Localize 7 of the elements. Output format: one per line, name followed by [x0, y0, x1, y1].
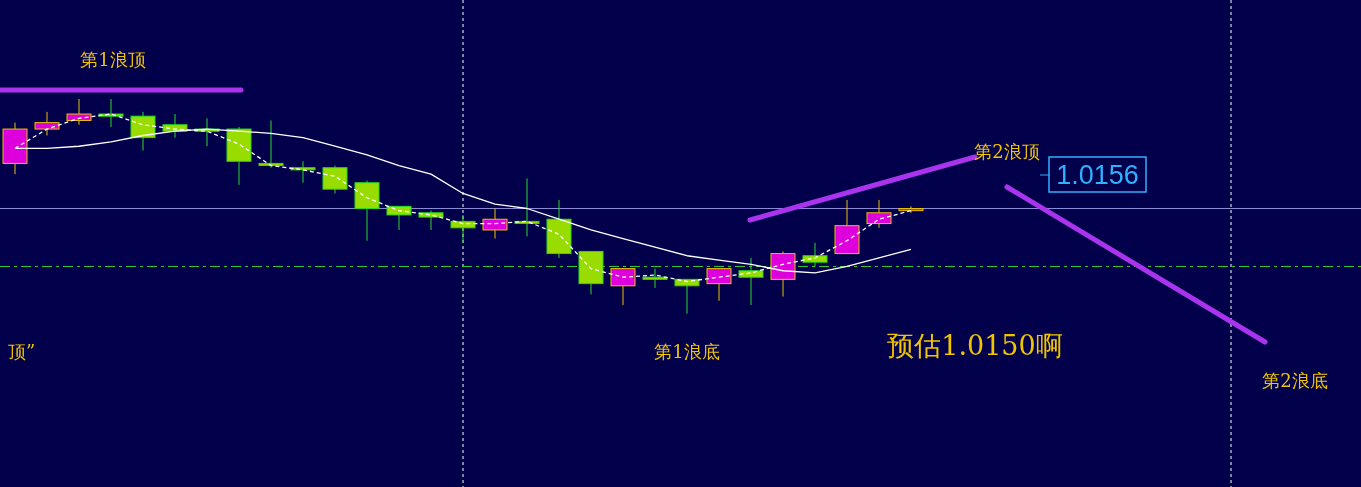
annotation: 第2浪底 [1262, 370, 1328, 391]
annotation: 顶” [8, 341, 36, 362]
annotation: 1.0156 [1039, 156, 1147, 193]
annotation: 第2浪顶 [974, 141, 1040, 162]
annotation: 预估1.0150啊 [887, 330, 1063, 361]
annotation: 第1浪顶 [80, 49, 146, 70]
annotation: 第1浪底 [654, 341, 720, 362]
